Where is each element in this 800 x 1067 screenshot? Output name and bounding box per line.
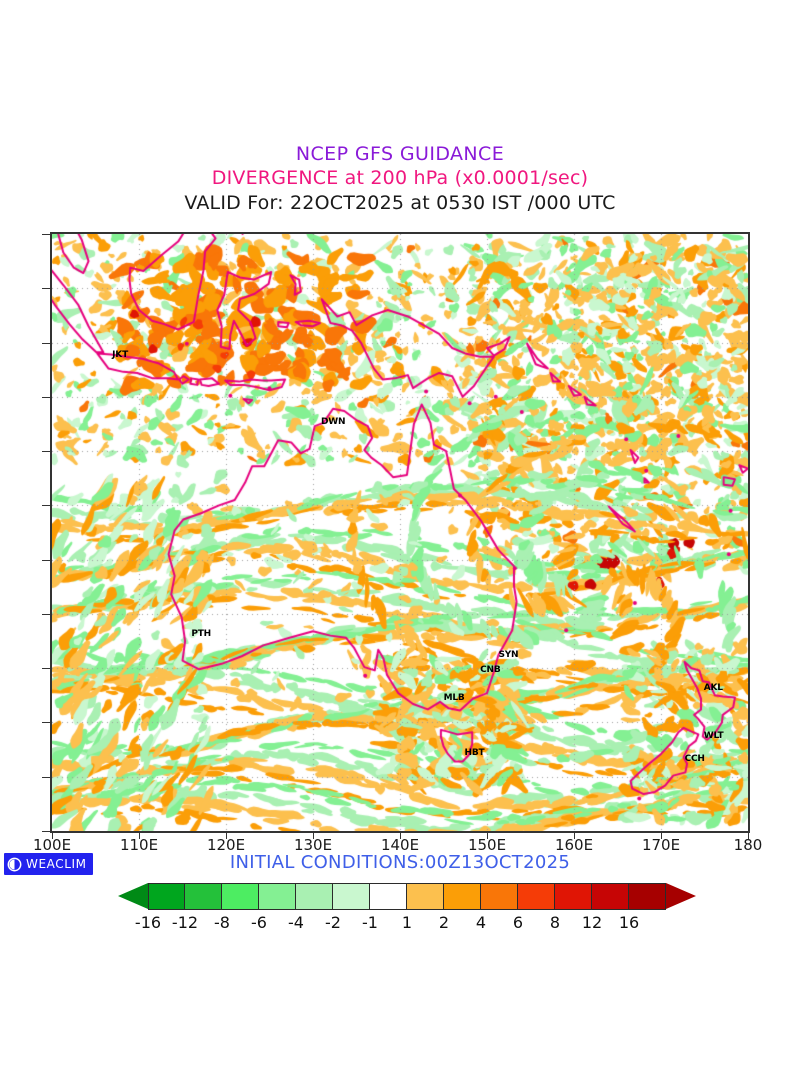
colorbar-tick-label: -12: [171, 913, 199, 932]
colorbar-tick-label: -16: [134, 913, 162, 932]
y-axis-tick: [42, 234, 50, 235]
y-axis-tick: [42, 722, 50, 724]
city-label-dwn: DWN: [320, 416, 346, 427]
city-label-cch: CCH: [684, 754, 705, 765]
x-axis-tick: [400, 833, 401, 839]
colorbar-tick-label: 2: [438, 913, 450, 932]
x-axis-tick: [574, 833, 575, 839]
x-axis-label: 150E: [467, 836, 507, 854]
y-axis-tick: [42, 559, 50, 561]
map-plot-area: JKT DWN PTH MLB HBT CNB SYN AKL WLT CCH: [50, 232, 750, 833]
y-axis-tick: [42, 288, 50, 290]
colorbar-tick-label: 12: [581, 913, 603, 932]
colorbar-segment: [481, 883, 518, 910]
colorbar-segment: [148, 883, 185, 910]
x-axis-tick: [52, 833, 53, 839]
city-label-wlt: WLT: [703, 730, 724, 741]
colorbar-segment: [592, 883, 629, 910]
colorbar-segment: [333, 883, 370, 910]
colorbar-tick-label: -6: [251, 913, 267, 932]
x-axis-tick: [661, 833, 662, 839]
y-axis-tick: [42, 505, 50, 507]
colorbar-over-arrow: [666, 883, 696, 909]
colorbar-tick-label: 6: [512, 913, 524, 932]
y-axis-tick: [42, 668, 50, 670]
colorbar-tick-label: 1: [401, 913, 413, 932]
y-axis-tick: [42, 776, 50, 778]
weaclim-label: WEACLIM: [26, 857, 87, 871]
city-label-mlb: MLB: [443, 692, 465, 703]
colorbar-segment: [259, 883, 296, 910]
x-axis-tick: [226, 833, 227, 839]
city-label-hbt: HBT: [464, 747, 485, 758]
x-axis-label: 180: [733, 836, 763, 854]
coastline-overlay: [52, 234, 748, 831]
city-label-pth: PTH: [191, 628, 211, 639]
city-label-syn: SYN: [498, 650, 519, 661]
x-axis-label: 100E: [32, 836, 72, 854]
x-axis-label: 130E: [293, 836, 333, 854]
colorbar-tick-label: 8: [549, 913, 561, 932]
x-axis-label: 160E: [554, 836, 594, 854]
y-axis-tick: [42, 342, 50, 344]
colorbar-tick-label: -2: [325, 913, 341, 932]
x-axis-tick: [313, 833, 314, 839]
x-axis-tick: [748, 833, 749, 839]
city-label-cnb: CNB: [480, 665, 501, 676]
y-axis-tick: [42, 613, 50, 615]
title-valid-time: VALID For: 22OCT2025 at 0530 IST /000 UT…: [184, 191, 616, 214]
colorbar-segment: [296, 883, 333, 910]
colorbar-tick-label: 4: [475, 913, 487, 932]
x-axis-tick: [139, 833, 140, 839]
title-variable: DIVERGENCE at 200 hPa (x0.0001/sec): [211, 167, 589, 190]
y-axis-tick: [42, 396, 50, 398]
colorbar-under-arrow: [118, 883, 148, 909]
x-axis-label: 170E: [641, 836, 681, 854]
colorbar-segment: [518, 883, 555, 910]
colorbar-tick-label: -1: [362, 913, 378, 932]
colorbar-tick-label: -8: [214, 913, 230, 932]
chart-title-block: NCEP GFS GUIDANCE DIVERGENCE at 200 hPa …: [0, 142, 800, 215]
weaclim-logo: WEACLIM: [4, 853, 93, 875]
colorbar-segment: [407, 883, 444, 910]
y-axis-tick: [42, 831, 50, 832]
title-guidance: NCEP GFS GUIDANCE: [295, 143, 505, 165]
colorbar-legend: -16 -12 -8 -6 -4 -2 -1 1 2 4 6 8 12 16: [0, 883, 800, 943]
city-label-akl: AKL: [703, 682, 723, 693]
weaclim-circle-icon: [7, 857, 22, 871]
x-axis-label: 110E: [119, 836, 159, 854]
x-axis-tick: [487, 833, 488, 839]
colorbar-segment: [444, 883, 481, 910]
x-axis-label: 120E: [206, 836, 246, 854]
y-axis-tick: [42, 451, 50, 453]
colorbar-segments: [148, 883, 666, 910]
colorbar-segment: [555, 883, 592, 910]
x-axis-label: 140E: [380, 836, 420, 854]
city-label-jkt: JKT: [112, 349, 129, 360]
initial-conditions-label: INITIAL CONDITIONS:00Z13OCT2025: [229, 852, 571, 873]
colorbar-segment: [629, 883, 666, 910]
colorbar-segment: [222, 883, 259, 910]
colorbar-segment: [185, 883, 222, 910]
colorbar-tick-label: -4: [288, 913, 304, 932]
colorbar-segment: [370, 883, 407, 910]
colorbar-tick-label: 16: [618, 913, 640, 932]
